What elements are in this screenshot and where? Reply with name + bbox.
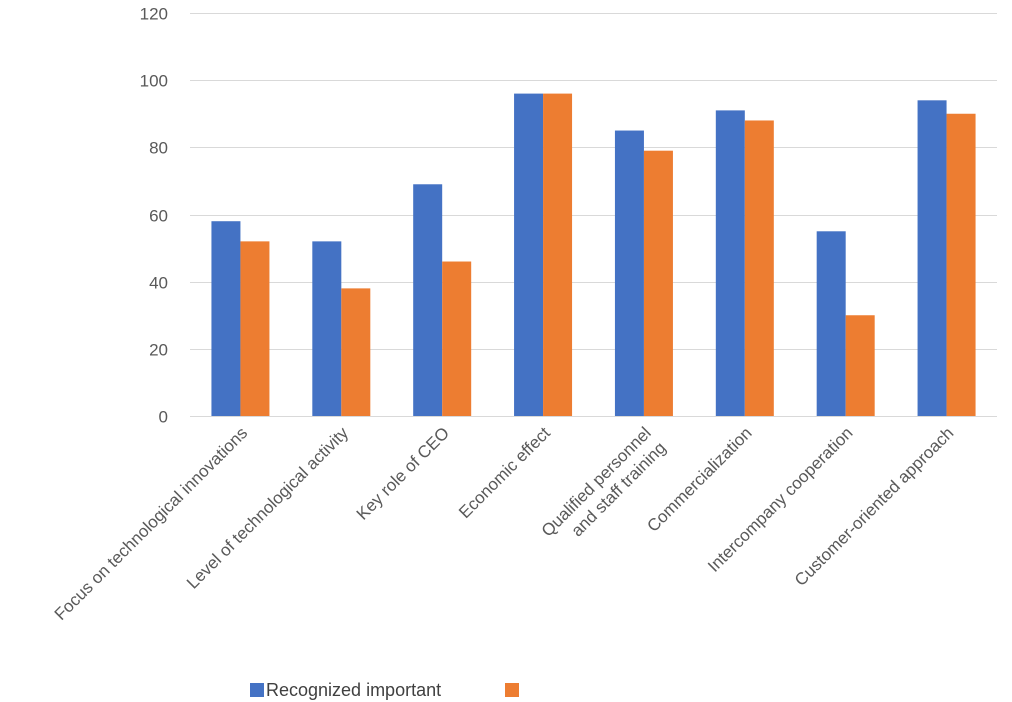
bar	[643, 150, 673, 417]
x-category-label: Level of technological activity	[183, 423, 352, 592]
series-1	[211, 93, 947, 417]
bar	[341, 288, 371, 416]
y-tick-label: 0	[159, 408, 168, 427]
bar	[744, 120, 774, 416]
x-category-label: Economic effect	[455, 423, 554, 522]
bar	[312, 241, 342, 416]
y-tick-label: 80	[149, 139, 168, 158]
bar	[413, 184, 443, 416]
y-tick-label: 60	[149, 207, 168, 226]
x-category-label: Focus on technological innovations	[51, 423, 252, 624]
bars	[211, 93, 976, 417]
bar	[715, 110, 745, 417]
x-category-label: Qualified personneland staff training	[538, 423, 670, 555]
y-axis-ticks: 0 20 40 60 80 100 120	[140, 5, 168, 427]
bar	[845, 315, 875, 416]
bar	[917, 100, 947, 417]
bar	[946, 113, 976, 416]
bar	[442, 261, 472, 416]
y-tick-label: 20	[149, 341, 168, 360]
bar	[211, 221, 241, 416]
series-2	[240, 93, 976, 417]
x-axis-category-labels: Focus on technological innovationsLevel …	[51, 423, 958, 624]
bar	[240, 241, 270, 416]
legend-swatch	[505, 683, 519, 697]
bar	[543, 93, 573, 416]
gridlines	[190, 13, 997, 417]
legend-swatch	[250, 683, 264, 697]
bar	[514, 93, 544, 416]
y-tick-label: 100	[140, 72, 168, 91]
x-category-label: Customer-oriented approach	[791, 423, 957, 589]
bar	[816, 231, 846, 416]
x-category-label: Key role of CEO	[353, 423, 453, 523]
legend-label: Recognized important	[266, 680, 441, 700]
y-tick-label: 40	[149, 274, 168, 293]
legend: Recognized important	[250, 680, 519, 700]
y-tick-label: 120	[140, 5, 168, 24]
bar	[614, 130, 644, 416]
x-category-label: Commercialization	[643, 423, 755, 535]
